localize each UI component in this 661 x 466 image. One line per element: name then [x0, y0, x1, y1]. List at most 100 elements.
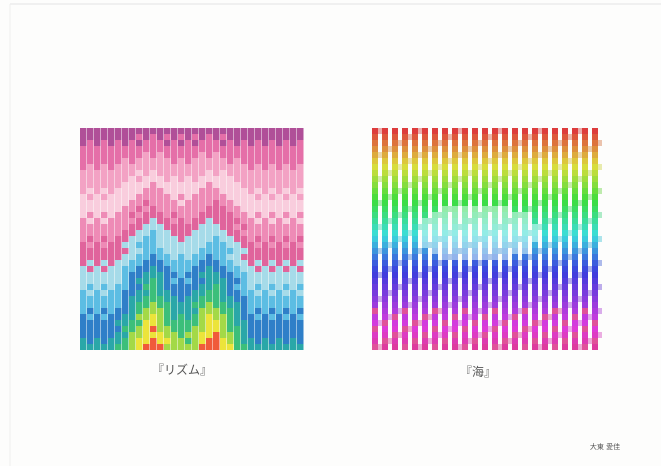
paper-strip: [572, 302, 578, 308]
paper-strip: [171, 128, 178, 134]
paper-strip: [562, 158, 568, 164]
paper-strip: [562, 146, 568, 152]
paper-strip: [171, 272, 178, 278]
paper-strip: [262, 254, 269, 260]
paper-strip: [578, 224, 582, 230]
paper-strip: [542, 272, 548, 278]
paper-strip: [290, 242, 297, 248]
paper-strip: [157, 290, 164, 296]
paper-strip: [199, 158, 206, 164]
paper-strip: [262, 242, 269, 248]
paper-strip: [522, 332, 528, 338]
paper-strip: [248, 272, 255, 278]
paper-strip: [283, 290, 290, 296]
paper-strip: [562, 284, 568, 290]
paper-strip: [412, 260, 418, 266]
paper-strip: [372, 332, 378, 338]
paper-strip: [598, 212, 602, 218]
paper-strip: [227, 242, 234, 248]
paper-strip: [548, 314, 552, 320]
paper-strip: [408, 158, 412, 164]
paper-strip: [283, 212, 290, 218]
paper-strip: [122, 332, 129, 338]
paper-strip: [248, 332, 255, 338]
paper-strip: [482, 218, 488, 224]
paper-strip: [568, 326, 572, 332]
paper-strip: [422, 266, 428, 272]
paper-strip: [412, 176, 418, 182]
paper-strip: [418, 224, 422, 230]
paper-strip: [512, 266, 518, 272]
paper-strip: [136, 260, 143, 266]
paper-strip: [432, 194, 438, 200]
paper-strip: [592, 296, 598, 302]
paper-strip: [502, 230, 508, 236]
paper-strip: [392, 254, 398, 260]
paper-strip: [398, 212, 402, 218]
paper-strip: [94, 146, 101, 152]
paper-strip: [512, 278, 518, 284]
paper-strip: [290, 260, 297, 266]
paper-strip: [402, 290, 408, 296]
paper-strip: [372, 182, 378, 188]
paper-strip: [372, 296, 378, 302]
paper-strip: [143, 176, 150, 182]
paper-strip: [248, 344, 255, 350]
paper-strip: [150, 308, 157, 314]
paper-strip: [227, 134, 234, 140]
paper-strip: [87, 158, 94, 164]
paper-strip: [452, 188, 458, 194]
paper-strip: [185, 176, 192, 182]
paper-strip: [392, 272, 398, 278]
paper-strip: [598, 284, 602, 290]
paper-strip: [283, 332, 290, 338]
paper-strip: [422, 212, 428, 218]
paper-strip: [150, 218, 157, 224]
paper-strip: [422, 200, 428, 206]
paper-strip: [122, 158, 129, 164]
paper-strip: [422, 152, 428, 158]
paper-strip: [185, 242, 192, 248]
paper-strip: [512, 332, 518, 338]
paper-strip: [512, 284, 518, 290]
paper-strip: [568, 206, 572, 212]
paper-strip: [392, 134, 398, 140]
paper-strip: [171, 236, 178, 242]
paper-strip: [402, 194, 408, 200]
paper-strip: [220, 242, 227, 248]
paper-strip: [157, 212, 164, 218]
paper-strip: [227, 200, 234, 206]
paper-strip: [492, 272, 498, 278]
paper-strip: [262, 140, 269, 146]
paper-strip: [157, 176, 164, 182]
paper-strip: [80, 236, 87, 242]
paper-strip: [522, 140, 528, 146]
paper-strip: [372, 218, 378, 224]
paper-strip: [255, 194, 262, 200]
paper-strip: [108, 302, 115, 308]
paper-strip: [442, 326, 448, 332]
paper-strip: [548, 218, 552, 224]
paper-strip: [276, 134, 283, 140]
paper-strip: [538, 344, 542, 350]
paper-strip: [101, 158, 108, 164]
paper-strip: [442, 182, 448, 188]
paper-strip: [129, 320, 136, 326]
paper-strip: [248, 200, 255, 206]
paper-strip: [143, 344, 150, 350]
paper-strip: [136, 140, 143, 146]
paper-strip: [262, 308, 269, 314]
paper-strip: [552, 182, 558, 188]
paper-strip: [432, 242, 438, 248]
paper-strip: [178, 260, 185, 266]
paper-strip: [442, 146, 448, 152]
paper-strip: [432, 218, 438, 224]
paper-strip: [213, 152, 220, 158]
paper-strip: [227, 218, 234, 224]
paper-strip: [552, 344, 558, 350]
paper-strip: [462, 326, 468, 332]
paper-strip: [220, 290, 227, 296]
paper-strip: [290, 158, 297, 164]
paper-strip: [143, 230, 150, 236]
paper-strip: [492, 296, 498, 302]
